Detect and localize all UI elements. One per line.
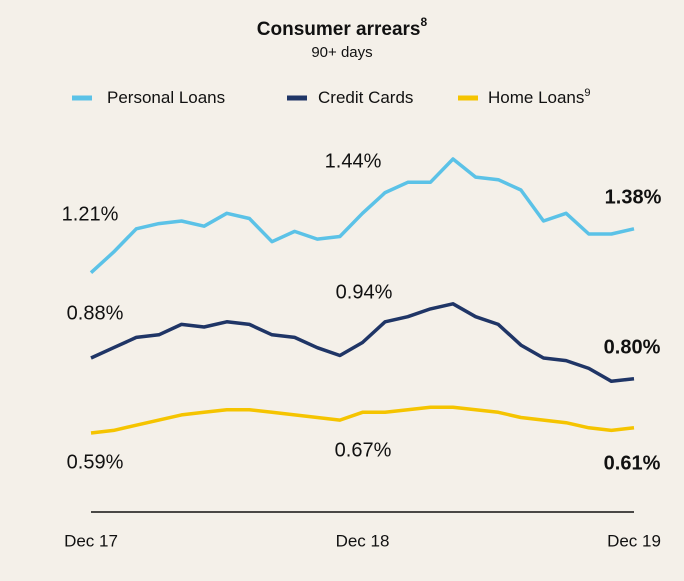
x-tick-label: Dec 18: [336, 531, 390, 550]
title-text: Consumer arrears: [257, 19, 421, 40]
legend-text: Home Loans: [488, 88, 584, 107]
annotation: 1.38%: [605, 186, 662, 208]
title-footnote-ref: 8: [421, 15, 428, 29]
legend-footnote-ref: 9: [584, 87, 590, 99]
legend-label: Credit Cards: [318, 88, 413, 107]
series-line: [90, 405, 635, 435]
annotation: 0.59%: [67, 451, 124, 473]
x-tick-label: Dec 19: [607, 531, 661, 550]
legend-label: Home Loans9: [488, 87, 591, 108]
legend-label: Personal Loans: [107, 88, 225, 107]
annotation: 0.88%: [67, 302, 124, 324]
annotation: 0.94%: [336, 281, 393, 303]
legend-text: Credit Cards: [318, 88, 413, 107]
annotation: 0.61%: [604, 452, 661, 474]
x-tick-label: Dec 17: [64, 531, 118, 550]
annotation: 0.67%: [335, 439, 392, 461]
chart-title: Consumer arrears8: [257, 15, 428, 40]
series-line: [90, 302, 635, 384]
annotation: 1.21%: [62, 203, 119, 225]
legend-text: Personal Loans: [107, 88, 225, 107]
chart-subtitle: 90+ days: [311, 44, 372, 61]
series-line: [89, 157, 635, 274]
annotation: 0.80%: [604, 336, 661, 358]
annotation: 1.44%: [325, 150, 382, 172]
